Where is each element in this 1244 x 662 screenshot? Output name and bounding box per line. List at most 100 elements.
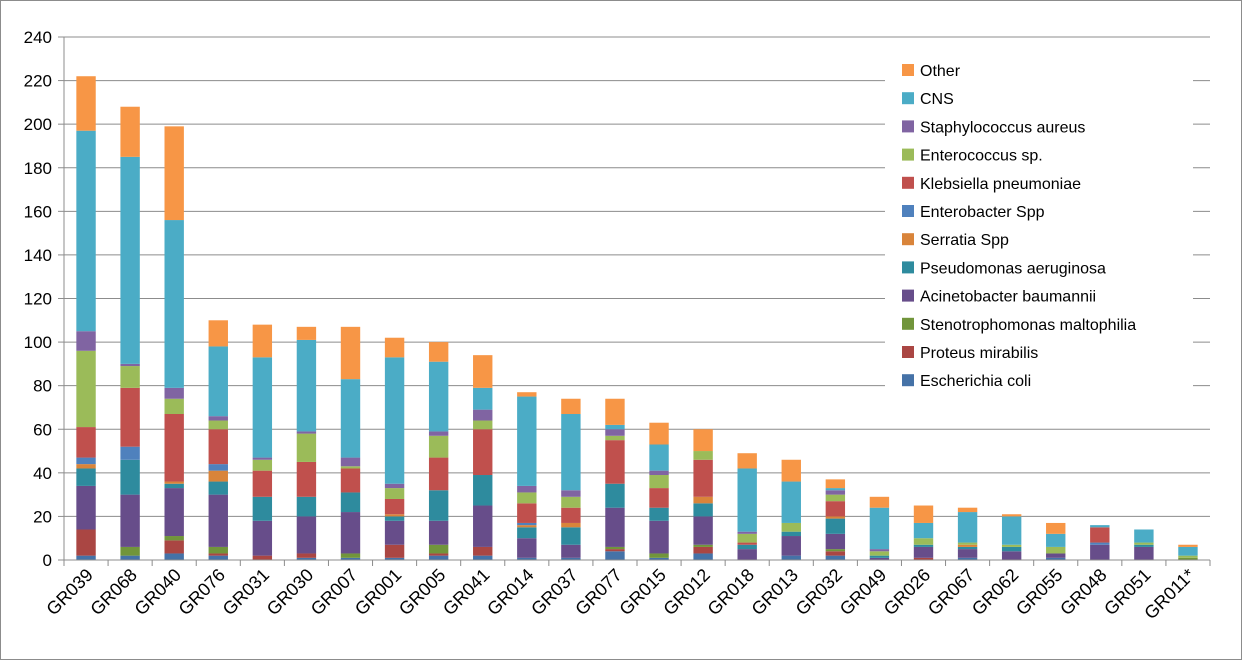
bar-segment [208,346,228,417]
bar-segment [208,546,228,554]
bar-segment [1178,555,1198,558]
legend-label: CNS [920,91,954,108]
bar-segment [825,490,846,495]
legend-label: Proteus mirabilis [920,345,1038,362]
bar-segment [473,475,493,506]
y-tick-label: 40 [33,464,52,483]
bar-segment [1134,546,1154,560]
bar-segment [649,553,669,558]
legend-box [885,48,1193,388]
legend-swatch [902,92,914,105]
bar-segment [340,326,361,380]
bar-segment [517,485,537,493]
legend-swatch [902,233,914,246]
bar-segment [561,557,581,560]
bar-segment [561,398,581,414]
bar-segment [252,457,273,460]
bar-segment [605,549,625,552]
bar-segment [693,459,713,497]
bar-segment [1178,544,1198,547]
bar-segment [649,444,669,471]
x-tick-label: GR007 [307,565,361,619]
bar-segment [296,433,317,462]
bar-segment [473,555,493,560]
bar-segment [164,536,184,541]
bar-segment [737,544,757,550]
bar-segment [869,496,890,508]
x-tick-label: GR030 [263,565,317,619]
bar-segment [208,555,228,560]
bar-segment [913,546,934,558]
bar-segment [737,468,757,532]
legend-swatch [902,120,914,133]
bar-segment [473,546,493,556]
x-tick-label: GR055 [1012,565,1066,619]
legend-swatch [902,317,914,330]
legend-label: Escherichia coli [920,373,1031,390]
bar-segment [120,106,140,157]
bar-segment [76,468,96,486]
bar-segment [517,538,537,558]
bar-segment [957,546,978,550]
bar-segment [296,461,317,497]
bar-segment [164,488,184,537]
y-tick-label: 120 [24,290,52,309]
bar-segment [473,409,493,421]
bar-segment [825,555,846,560]
bar-segment [1046,546,1066,554]
bar-segment [869,551,890,556]
legend-swatch [902,374,914,387]
legend-label: Other [920,63,961,80]
bar-segment [825,516,846,519]
legend-label: Stenotrophomonas maltophilia [920,317,1136,334]
bar-segment [517,525,537,528]
x-tick-label: GR014 [483,565,537,619]
bar-segment [517,522,537,526]
bar-segment [957,549,978,558]
bar-segment [1134,544,1154,547]
bar-segment [1046,553,1066,558]
bar-segment [1178,546,1198,556]
x-tick-label: GR005 [395,565,449,619]
bar-segment [296,431,317,434]
bar-segment [649,475,669,489]
bar-segment [208,553,228,556]
bar-segment [120,446,140,460]
bar-segment [120,459,140,495]
bar-segment [869,557,890,560]
bar-segment [1090,525,1110,528]
bar-segment [340,492,361,513]
bar-segment [164,126,184,221]
bar-segment [473,420,493,430]
bar-segment [473,429,493,476]
bar-segment [1090,544,1110,560]
bar-segment [781,536,801,556]
bar-segment [517,503,537,523]
bar-segment [693,503,713,517]
bar-segment [76,485,96,530]
bar-segment [1046,522,1066,534]
y-tick-label: 60 [33,420,52,439]
legend-label: Enterococcus sp. [920,148,1043,165]
bar-segment [1090,527,1110,543]
bar-segment [340,379,361,458]
bar-segment [384,544,405,558]
bar-segment [649,557,669,560]
bar-segment [76,555,96,560]
bar-segment [605,551,625,560]
bar-segment [164,481,184,484]
bar-segment [1090,542,1110,545]
bar-segment [384,498,405,515]
bar-segment [605,546,625,550]
bar-segment [1134,542,1154,545]
bar-segment [76,350,96,428]
bar-segment [252,470,273,497]
bar-segment [913,505,934,523]
legend-swatch [902,261,914,274]
bar-segment [296,553,317,558]
x-tick-label: GR068 [86,565,140,619]
bar-segment [428,457,449,491]
bar-segment [296,326,317,340]
bar-segment [561,522,581,528]
